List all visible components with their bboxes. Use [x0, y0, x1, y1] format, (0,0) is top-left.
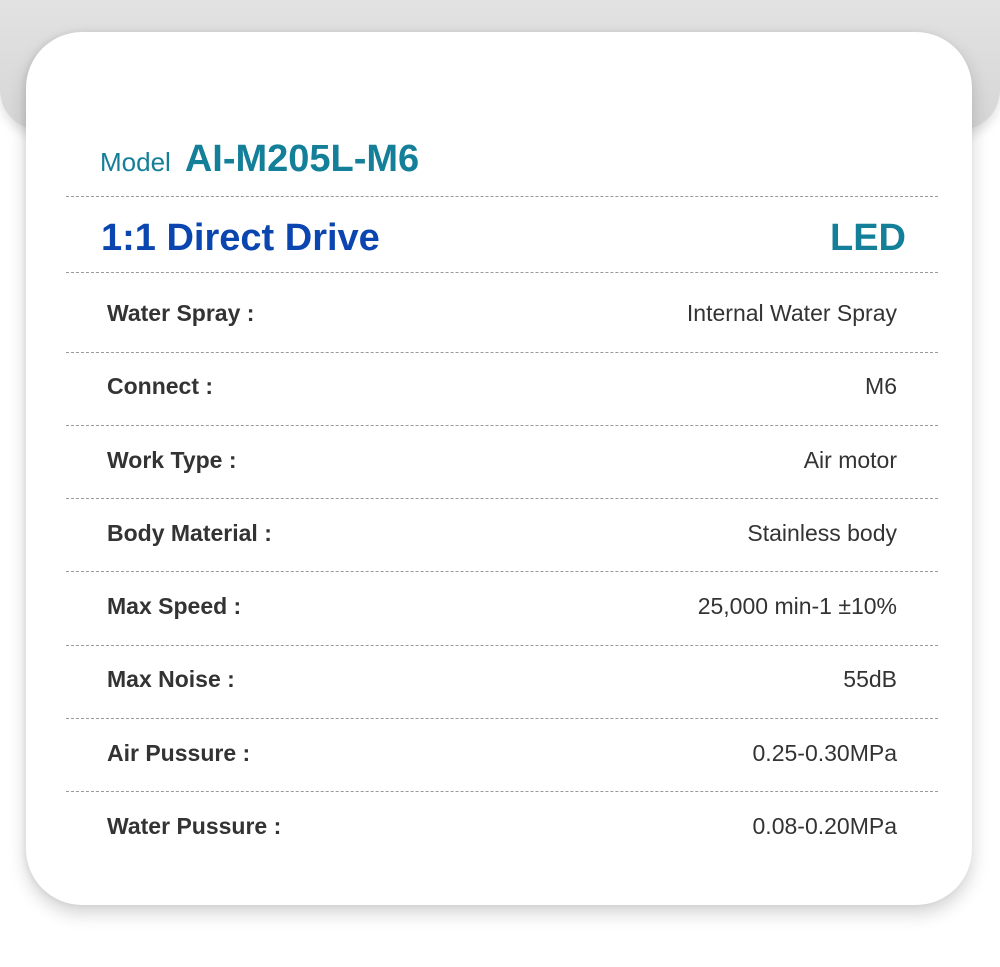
- spec-label: Work Type :: [107, 446, 237, 473]
- divider: [66, 791, 938, 792]
- spec-label: Water Spray :: [107, 299, 255, 326]
- spec-value: Internal Water Spray: [686, 299, 897, 326]
- spec-row: Max Speed : 25,000 min-1 ±10%: [107, 586, 897, 626]
- spec-value: 25,000 min-1 ±10%: [697, 592, 897, 619]
- divider: [66, 645, 938, 646]
- model-heading: Model AI-M205L-M6: [100, 138, 419, 181]
- divider: [66, 718, 938, 719]
- spec-row: Air Pussure : 0.25-0.30MPa: [107, 733, 897, 773]
- spec-row: Water Pussure : 0.08-0.20MPa: [107, 806, 897, 846]
- divider: [66, 425, 938, 426]
- spec-value: 0.08-0.20MPa: [752, 812, 897, 839]
- spec-label: Max Noise :: [107, 665, 235, 692]
- light-type: LED: [830, 217, 906, 259]
- divider: [66, 571, 938, 572]
- divider: [66, 498, 938, 499]
- spec-value: M6: [865, 372, 897, 399]
- divider: [66, 352, 938, 353]
- drive-type: 1:1 Direct Drive: [101, 217, 380, 259]
- divider: [66, 196, 938, 197]
- spec-label: Body Material :: [107, 519, 272, 546]
- spec-value: 55dB: [843, 665, 897, 692]
- spec-card: [26, 32, 972, 905]
- spec-row: Max Noise : 55dB: [107, 659, 897, 699]
- spec-label: Connect :: [107, 372, 214, 399]
- model-code: AI-M205L-M6: [184, 138, 420, 180]
- spec-label: Air Pussure :: [107, 739, 251, 766]
- spec-label: Max Speed :: [107, 592, 242, 619]
- spec-value: 0.25-0.30MPa: [752, 739, 897, 766]
- spec-value: Air motor: [803, 446, 897, 473]
- spec-value: Stainless body: [747, 519, 897, 546]
- spec-label: Water Pussure :: [107, 812, 282, 839]
- spec-row: Work Type : Air motor: [107, 440, 897, 480]
- divider: [66, 272, 938, 273]
- spec-row: Body Material : Stainless body: [107, 513, 897, 553]
- spec-row: Connect : M6: [107, 366, 897, 406]
- spec-row: Water Spray : Internal Water Spray: [107, 293, 897, 333]
- model-label: Model: [100, 147, 171, 177]
